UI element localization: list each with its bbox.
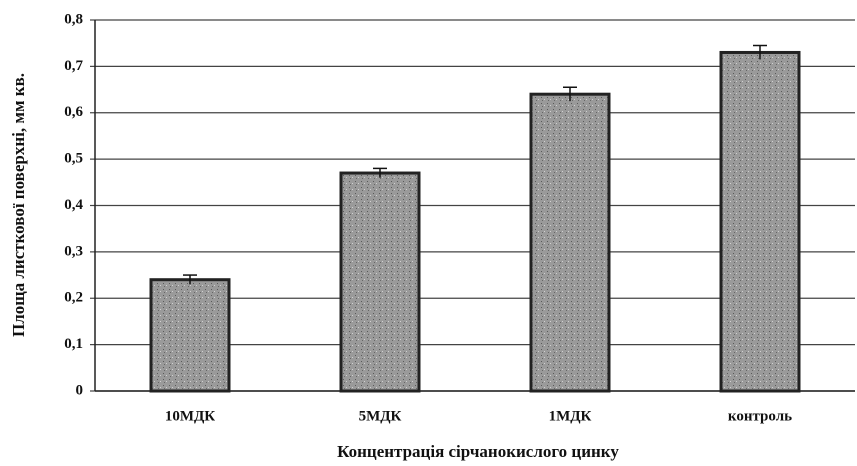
y-tick-label: 0,2: [64, 290, 83, 306]
y-tick-label: 0,7: [64, 58, 83, 74]
x-tick-label: 5МДК: [359, 408, 402, 424]
y-tick-label: 0,3: [64, 243, 83, 259]
y-tick-label: 0,1: [64, 336, 83, 352]
y-axis-label: Площа листкової поверхні, мм кв.: [9, 73, 28, 337]
y-tick-label: 0: [76, 382, 84, 398]
x-tick-label: контроль: [728, 408, 792, 424]
bar: [719, 50, 801, 393]
y-tick-label: 0,5: [64, 151, 83, 167]
x-tick-label: 1МДК: [549, 408, 592, 424]
x-axis-label: Концентрація сірчанокислого цинку: [337, 442, 619, 461]
y-tick-label: 0,6: [64, 104, 83, 120]
bar: [149, 278, 231, 393]
bar: [529, 92, 611, 393]
y-tick-label: 0,8: [64, 11, 83, 27]
x-tick-label: 10МДК: [165, 408, 215, 424]
y-tick-label: 0,4: [64, 197, 83, 213]
bar: [339, 171, 421, 393]
